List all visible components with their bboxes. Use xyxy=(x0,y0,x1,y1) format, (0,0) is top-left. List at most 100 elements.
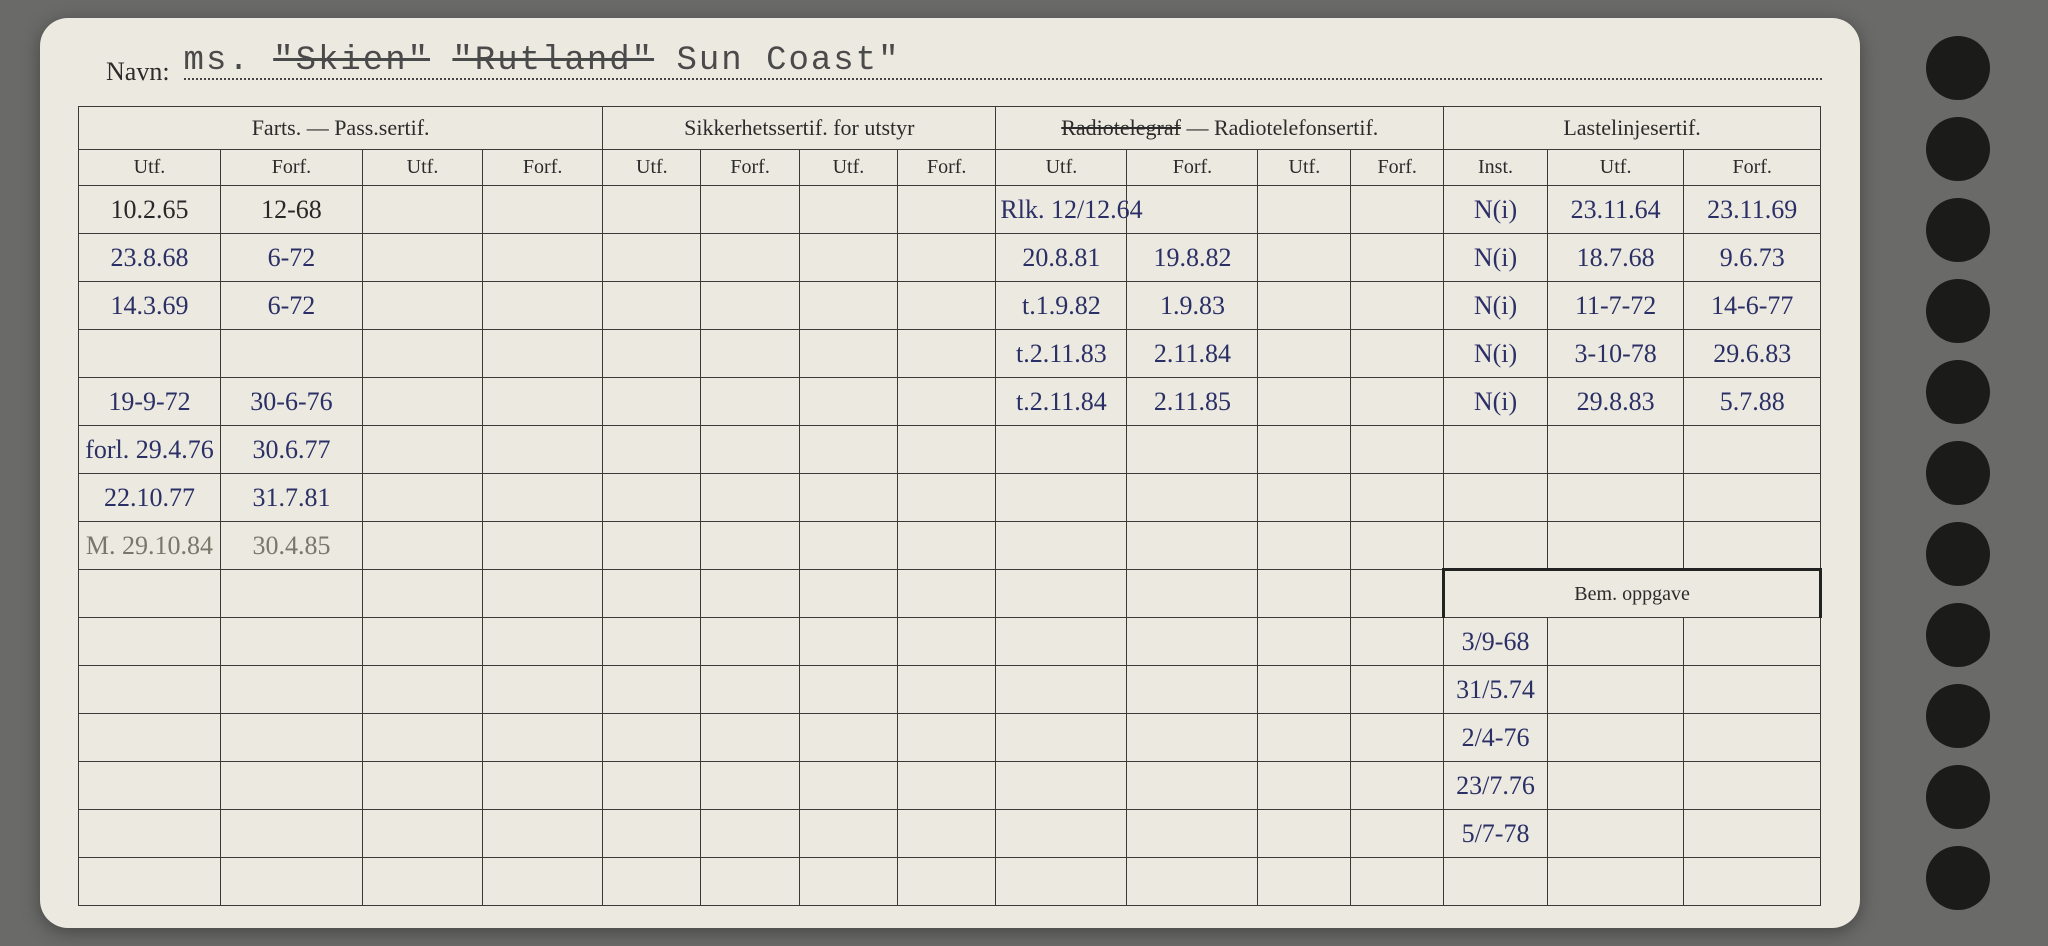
cell xyxy=(1684,666,1821,714)
cell xyxy=(1351,570,1444,618)
handwritten-value: 30.4.85 xyxy=(252,531,330,560)
cell: 30.4.85 xyxy=(220,522,362,570)
cell xyxy=(483,570,603,618)
navn-label: Navn: xyxy=(106,57,170,87)
cell: 3-10-78 xyxy=(1547,330,1684,378)
handwritten-value: 3-10-78 xyxy=(1574,339,1656,368)
handwritten-value: 12-68 xyxy=(261,195,322,224)
cell xyxy=(220,666,362,714)
cell xyxy=(1547,858,1684,906)
cell: 23.11.69 xyxy=(1684,186,1821,234)
cell: 2/4-76 xyxy=(1444,714,1548,762)
cell: t.2.11.83 xyxy=(996,330,1127,378)
cell: Rlk. 12/12.64 xyxy=(996,186,1127,234)
sub-utf: Utf. xyxy=(799,150,897,186)
handwritten-value: 30.6.77 xyxy=(252,435,330,464)
sikkerhet-header: Sikkerhetssertif. for utstyr xyxy=(603,107,996,150)
cell: t.2.11.84 xyxy=(996,378,1127,426)
sub-forf: Forf. xyxy=(898,150,996,186)
name-row: Navn: ms. "Skien" "Rutland" Sun Coast" xyxy=(78,48,1822,106)
cell xyxy=(701,378,799,426)
cell xyxy=(1351,618,1444,666)
cell xyxy=(1444,858,1548,906)
cell xyxy=(362,858,482,906)
cell xyxy=(1127,762,1258,810)
handwritten-value: 19.8.82 xyxy=(1153,243,1231,272)
cell: forl. 29.4.76 xyxy=(79,426,221,474)
ship-current: Sun Coast" xyxy=(676,42,900,80)
cell xyxy=(1547,666,1684,714)
cell xyxy=(362,282,482,330)
cell: N(i) xyxy=(1444,234,1548,282)
subheader-row: Utf. Forf. Utf. Forf. Utf. Forf. Utf. Fo… xyxy=(79,150,1821,186)
table-row: t.2.11.832.11.84N(i)3-10-7829.6.83 xyxy=(79,330,1821,378)
cell xyxy=(1351,714,1444,762)
cell xyxy=(701,810,799,858)
sub-utf: Utf. xyxy=(362,150,482,186)
cell xyxy=(603,858,701,906)
handwritten-value: 3/9-68 xyxy=(1462,627,1530,656)
cell xyxy=(1351,282,1444,330)
handwritten-value: M. 29.10.84 xyxy=(86,531,213,560)
handwritten-value: N(i) xyxy=(1474,291,1517,320)
sub-forf: Forf. xyxy=(701,150,799,186)
cell xyxy=(1351,330,1444,378)
cell xyxy=(603,666,701,714)
sub-utf: Utf. xyxy=(1258,150,1351,186)
cell xyxy=(220,714,362,762)
cell xyxy=(483,426,603,474)
cell xyxy=(799,570,897,618)
sub-utf: Utf. xyxy=(1547,150,1684,186)
cell xyxy=(79,666,221,714)
sub-forf: Forf. xyxy=(1684,150,1821,186)
cell: 1.9.83 xyxy=(1127,282,1258,330)
cell xyxy=(1258,618,1351,666)
cell xyxy=(1127,522,1258,570)
cell xyxy=(898,186,996,234)
card-content: Navn: ms. "Skien" "Rutland" Sun Coast" F… xyxy=(78,48,1822,906)
handwritten-value: t.2.11.84 xyxy=(1016,387,1107,416)
cell: 30-6-76 xyxy=(220,378,362,426)
cell xyxy=(1258,474,1351,522)
cell xyxy=(483,186,603,234)
cell xyxy=(701,570,799,618)
cell: 5.7.88 xyxy=(1684,378,1821,426)
cell xyxy=(483,858,603,906)
cell xyxy=(1258,426,1351,474)
cell xyxy=(1127,618,1258,666)
cell xyxy=(898,234,996,282)
punch-hole xyxy=(1926,522,1990,586)
handwritten-value: forl. 29.4.76 xyxy=(85,435,214,464)
handwritten-value: N(i) xyxy=(1474,195,1517,224)
table-row: 14.3.696-72t.1.9.821.9.83N(i)11-7-7214-6… xyxy=(79,282,1821,330)
cell xyxy=(799,474,897,522)
cell: 29.8.83 xyxy=(1547,378,1684,426)
cell: 23.11.64 xyxy=(1547,186,1684,234)
cell xyxy=(1258,378,1351,426)
cell xyxy=(1351,810,1444,858)
cell xyxy=(898,522,996,570)
handwritten-value: 6-72 xyxy=(268,243,316,272)
cell xyxy=(1351,762,1444,810)
cell xyxy=(799,618,897,666)
cell xyxy=(362,618,482,666)
cell xyxy=(603,618,701,666)
cell xyxy=(79,858,221,906)
cell xyxy=(1258,810,1351,858)
cell xyxy=(1684,426,1821,474)
cell xyxy=(220,762,362,810)
cell xyxy=(483,762,603,810)
cell xyxy=(1127,858,1258,906)
cell xyxy=(898,618,996,666)
cell xyxy=(799,810,897,858)
cell: 6-72 xyxy=(220,282,362,330)
cell xyxy=(799,330,897,378)
cell xyxy=(79,762,221,810)
punch-hole xyxy=(1926,36,1990,100)
cell: N(i) xyxy=(1444,330,1548,378)
cell: 3/9-68 xyxy=(1444,618,1548,666)
punch-hole xyxy=(1926,441,1990,505)
cell: 23.8.68 xyxy=(79,234,221,282)
cell xyxy=(701,714,799,762)
cell: 31/5.74 xyxy=(1444,666,1548,714)
